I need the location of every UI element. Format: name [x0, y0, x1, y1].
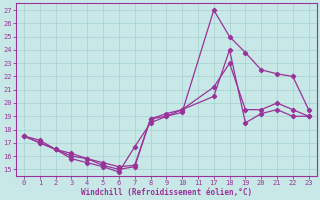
X-axis label: Windchill (Refroidissement éolien,°C): Windchill (Refroidissement éolien,°C): [81, 188, 252, 197]
